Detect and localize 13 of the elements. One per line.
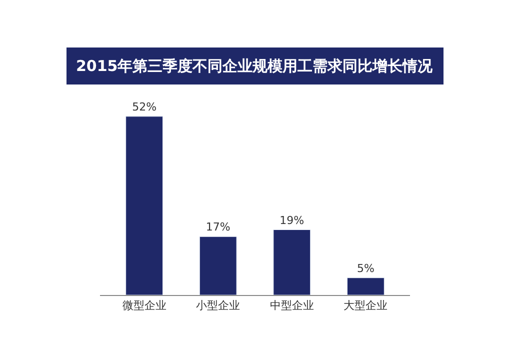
data-label: 17%	[206, 220, 230, 234]
chart-title: 2015年第三季度不同企业规模用工需求同比增长情况	[76, 57, 434, 75]
data-label: 52%	[132, 100, 157, 114]
bar	[199, 236, 237, 295]
x-tick-label: 小型企业	[196, 299, 240, 312]
data-label: 5%	[356, 262, 374, 275]
x-tick-label: 中型企业	[270, 299, 314, 312]
data-label: 19%	[280, 214, 304, 227]
bar	[126, 116, 163, 295]
x-tick-label: 大型企业	[344, 299, 388, 312]
bar	[347, 278, 384, 295]
bar	[273, 230, 311, 295]
x-tick-label: 微型企业	[122, 299, 166, 312]
